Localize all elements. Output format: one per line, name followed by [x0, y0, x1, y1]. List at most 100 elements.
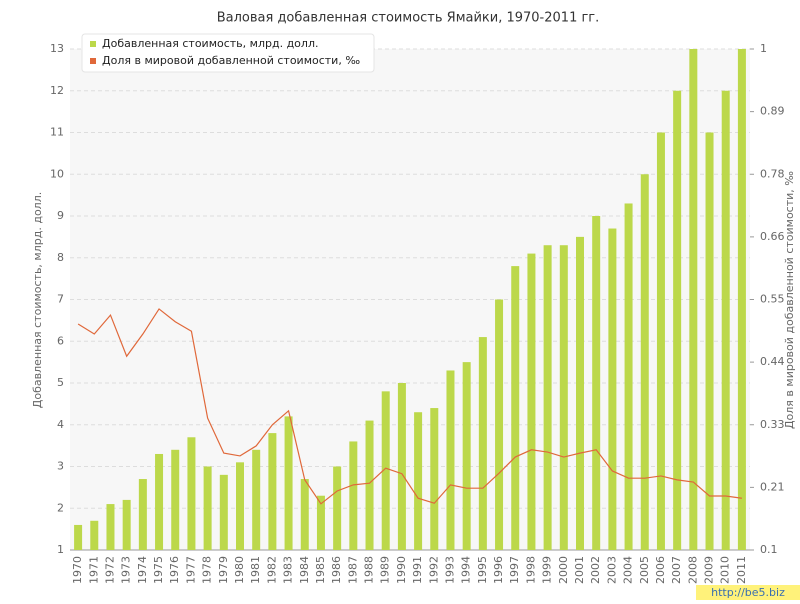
legend-label: Добавленная стоимость, млрд. долл.: [102, 37, 318, 50]
bar: [74, 524, 83, 550]
y-tick-label: 9: [57, 209, 64, 222]
bar: [138, 479, 147, 550]
bar: [430, 408, 439, 550]
y-tick-label: 1: [57, 543, 64, 556]
y2-tick-label: 0.89: [760, 105, 785, 118]
x-tick-label: 2004: [622, 556, 635, 584]
y-axis-title: Добавленная стоимость, млрд. долл.: [31, 192, 44, 408]
y2-tick-label: 0.78: [760, 167, 785, 180]
x-tick-label: 1994: [460, 556, 473, 584]
x-tick-label: 1999: [541, 556, 554, 584]
bar: [478, 337, 487, 550]
x-tick-label: 1975: [152, 556, 165, 584]
legend-marker: [90, 41, 96, 47]
bar: [349, 441, 358, 550]
x-tick-label: 1989: [379, 556, 392, 584]
x-tick-label: 1995: [476, 556, 489, 584]
bar: [300, 479, 309, 550]
x-tick-label: 1978: [201, 556, 214, 584]
y-tick-label: 6: [57, 334, 64, 347]
legend-box: [81, 33, 375, 73]
x-tick-label: 2002: [589, 556, 602, 584]
x-tick-label: 2007: [670, 556, 683, 584]
legend-marker: [90, 58, 96, 64]
y2-tick-label: 0.66: [760, 230, 785, 243]
x-tick-label: 2008: [686, 556, 699, 584]
bar: [203, 466, 212, 550]
bar: [576, 236, 584, 550]
bar: [171, 449, 180, 550]
x-tick-label: 2011: [735, 556, 748, 584]
x-tick-label: 1993: [443, 556, 456, 584]
bar: [705, 132, 714, 550]
y-tick-label: 11: [50, 126, 64, 139]
x-tick-label: 1981: [249, 556, 262, 584]
bar: [397, 383, 406, 550]
chart-title: Валовая добавленная стоимость Ямайки, 19…: [217, 11, 600, 26]
x-tick-label: 1985: [314, 556, 327, 584]
x-tick-label: 1983: [282, 556, 295, 584]
y-tick-label: 13: [50, 42, 64, 55]
bar: [187, 437, 196, 550]
x-tick-label: 1982: [265, 556, 278, 584]
bar: [365, 420, 374, 550]
bar: [673, 90, 682, 550]
y-tick-label: 12: [50, 84, 64, 97]
y-tick-label: 7: [57, 293, 64, 306]
bar: [122, 499, 131, 550]
bar: [527, 253, 536, 550]
bar: [608, 228, 617, 550]
bar: [155, 453, 164, 550]
y-tick-label: 4: [57, 418, 64, 431]
x-tick-label: 1972: [103, 556, 116, 584]
x-tick-label: 1987: [346, 556, 359, 584]
bar: [656, 132, 665, 550]
bar: [495, 299, 504, 550]
bar: [219, 474, 228, 550]
x-tick-label: 1996: [492, 556, 505, 584]
bar: [640, 174, 649, 550]
bar: [543, 245, 552, 550]
bar: [689, 49, 698, 550]
bar: [316, 495, 325, 550]
x-tick-label: 1980: [233, 556, 246, 584]
y2-tick-label: 0.21: [760, 480, 785, 493]
bar: [462, 362, 471, 550]
x-tick-label: 1976: [168, 556, 181, 584]
x-tick-label: 1984: [298, 556, 311, 584]
y2-tick-label: 0.44: [760, 355, 785, 368]
x-tick-label: 1992: [427, 556, 440, 584]
x-tick-label: 1991: [411, 556, 424, 584]
x-tick-label: 1970: [71, 556, 84, 584]
bar: [106, 504, 115, 550]
line: [77, 308, 742, 505]
bar: [511, 266, 520, 550]
bar: [381, 391, 390, 550]
x-tick-label: 2009: [703, 556, 716, 584]
bar: [414, 412, 423, 550]
x-tick-label: 2006: [654, 556, 667, 584]
x-tick-label: 2005: [638, 556, 651, 584]
x-tick-label: 1997: [508, 556, 521, 584]
y-tick-label: 10: [50, 167, 64, 180]
bar: [446, 370, 455, 550]
watermark: http://be5.biz: [711, 586, 785, 599]
x-tick-label: 1990: [395, 556, 408, 584]
y2-axis-title: Доля в мировой добавленной стоимости, ‰: [783, 171, 796, 429]
x-tick-label: 1977: [184, 556, 197, 584]
x-tick-label: 1979: [217, 556, 230, 584]
bar: [333, 466, 342, 550]
y2-tick-label: 0.55: [760, 293, 785, 306]
y2-tick-label: 0.33: [760, 418, 785, 431]
legend-label: Доля в мировой добавленной стоимости, ‰: [102, 54, 360, 67]
bar: [559, 245, 568, 550]
x-tick-label: 1973: [120, 556, 133, 584]
y-tick-label: 2: [57, 501, 64, 514]
y2-tick-label: 0.1: [760, 543, 778, 556]
x-tick-label: 1971: [87, 556, 100, 584]
y-tick-label: 5: [57, 376, 64, 389]
x-tick-label: 2000: [557, 556, 570, 584]
bar: [624, 203, 633, 550]
bar: [90, 520, 99, 550]
